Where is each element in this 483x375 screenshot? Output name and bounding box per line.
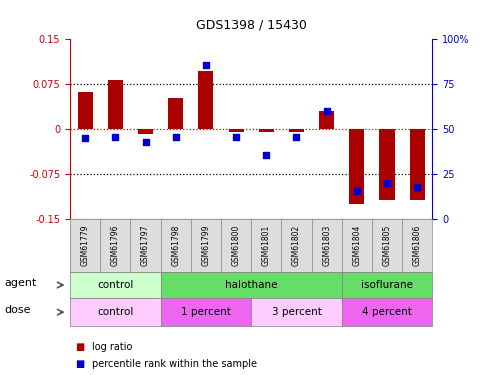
Bar (289, 129, 304, 132)
Bar (199, 70, 213, 129)
Bar (160, 298, 251, 326)
Point (413, 184, 421, 190)
Point (383, 180, 391, 186)
Bar (380, 129, 395, 200)
Point (112, 134, 119, 140)
Bar (70, 298, 160, 326)
Text: GSM61799: GSM61799 (201, 225, 211, 266)
Text: 4 percent: 4 percent (362, 307, 412, 317)
Point (353, 188, 361, 194)
Bar (410, 129, 425, 200)
Text: GSM61803: GSM61803 (322, 225, 331, 266)
Text: control: control (97, 280, 133, 290)
Text: dose: dose (5, 305, 31, 315)
Text: GSM61806: GSM61806 (412, 225, 422, 266)
Point (81, 135, 89, 141)
Text: GSM61800: GSM61800 (231, 225, 241, 266)
Text: isoflurane: isoflurane (361, 280, 413, 290)
Text: GSM61802: GSM61802 (292, 225, 301, 266)
Point (232, 134, 240, 140)
Bar (342, 272, 432, 298)
Text: control: control (97, 307, 133, 317)
Bar (160, 272, 342, 298)
Bar (78, 92, 93, 129)
Text: halothane: halothane (225, 280, 277, 290)
Bar (319, 111, 334, 129)
Point (323, 108, 330, 114)
Text: GSM61796: GSM61796 (111, 225, 120, 266)
Bar (251, 298, 342, 326)
Text: GSM61779: GSM61779 (81, 225, 90, 266)
Text: ■: ■ (75, 359, 84, 369)
Text: GSM61798: GSM61798 (171, 225, 180, 266)
Text: 1 percent: 1 percent (181, 307, 231, 317)
Bar (138, 129, 153, 134)
Text: GSM61797: GSM61797 (141, 225, 150, 266)
Point (172, 134, 180, 140)
Text: GSM61801: GSM61801 (262, 225, 271, 266)
Point (202, 62, 210, 68)
Bar (228, 129, 243, 132)
Bar (259, 129, 274, 132)
Text: agent: agent (5, 278, 37, 288)
Point (142, 139, 149, 145)
Bar (70, 272, 160, 298)
Text: GDS1398 / 15430: GDS1398 / 15430 (196, 19, 307, 32)
Text: log ratio: log ratio (92, 342, 132, 352)
Point (262, 152, 270, 157)
Text: GSM61804: GSM61804 (352, 225, 361, 266)
Bar (349, 129, 364, 204)
Bar (342, 298, 432, 326)
Bar (168, 98, 183, 129)
Text: GSM61805: GSM61805 (383, 225, 392, 266)
Text: 3 percent: 3 percent (271, 307, 321, 317)
Bar (108, 80, 123, 129)
Point (293, 134, 300, 140)
Text: percentile rank within the sample: percentile rank within the sample (92, 359, 257, 369)
Text: ■: ■ (75, 342, 84, 352)
